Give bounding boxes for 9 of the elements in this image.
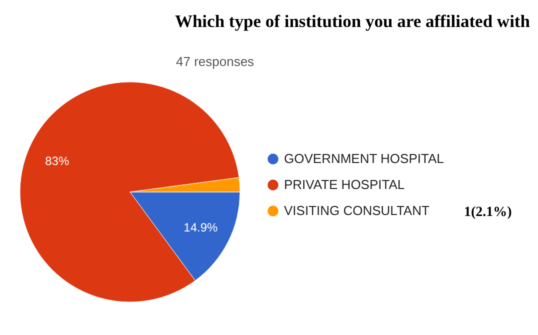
legend-label: GOVERNMENT HOSPITAL: [284, 151, 444, 166]
legend-label: VISITING CONSULTANT: [284, 203, 430, 218]
pie-slice: [20, 82, 240, 302]
data-label: 83%: [45, 154, 70, 168]
data-label: 14.9%: [184, 220, 218, 235]
text: 1(2.1%): [464, 205, 512, 220]
chart-title: Which type of institution you are affiliated with: [174, 11, 530, 31]
chart-subtitle: 47 responses: [176, 54, 255, 69]
legend-label: PRIVATE HOSPITAL: [284, 177, 405, 192]
